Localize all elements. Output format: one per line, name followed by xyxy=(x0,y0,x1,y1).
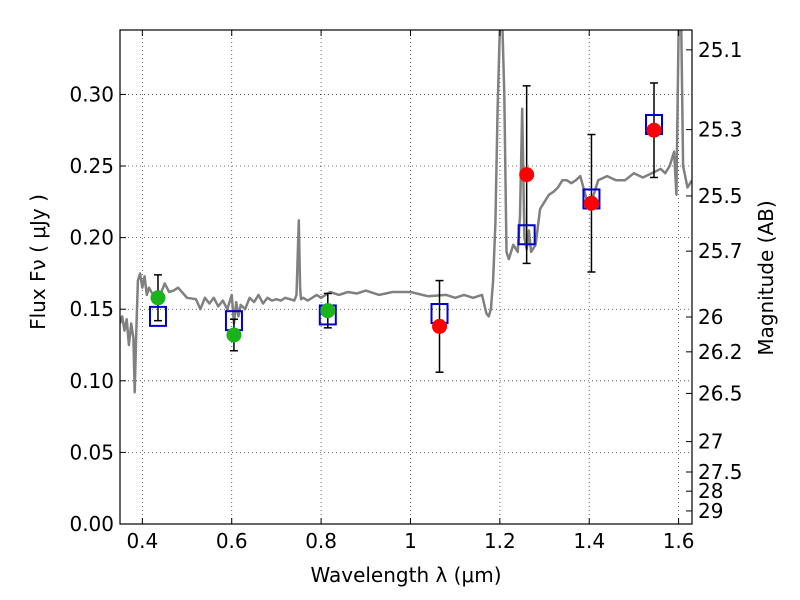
x-tick-label: 0.6 xyxy=(216,529,248,553)
magnitude-tick-label: 27 xyxy=(698,430,723,454)
circle-marker xyxy=(320,303,336,319)
circle-marker xyxy=(519,167,535,183)
magnitude-tick-label: 25.3 xyxy=(698,118,743,142)
right-axis-label: Magnitude (AB) xyxy=(754,200,778,355)
y-tick-label: 0.30 xyxy=(69,82,114,106)
marker-layer xyxy=(148,114,664,343)
square-marker xyxy=(148,305,167,327)
x-axis-label: Wavelength λ (μm) xyxy=(310,563,501,587)
circle-marker xyxy=(150,290,166,306)
y-tick-label: 0.10 xyxy=(69,369,114,393)
errorbar-layer xyxy=(153,82,659,373)
plot-frame xyxy=(119,29,693,525)
magnitude-tick-label: 28 xyxy=(698,479,723,503)
x-tick-label: 1 xyxy=(404,529,417,553)
y-axis-label: Flux Fν ( μJy ) xyxy=(26,194,50,330)
magnitude-tick-label: 26.2 xyxy=(698,340,743,364)
grid-layer xyxy=(120,30,692,525)
magnitude-tick-label: 27.5 xyxy=(698,460,743,484)
magnitude-tick-label: 25.5 xyxy=(698,184,743,208)
template-spectrum-line xyxy=(120,30,692,394)
y-tick-label: 0.25 xyxy=(69,154,114,178)
x-tick-label: 0.4 xyxy=(126,529,158,553)
y-tick-label: 0.05 xyxy=(69,440,114,464)
magnitude-tick-label: 26 xyxy=(698,305,723,329)
circle-marker xyxy=(583,195,599,211)
x-tick-label: 1.4 xyxy=(573,529,605,553)
magnitude-tick-label: 26.5 xyxy=(698,381,743,405)
spectrum-layer xyxy=(120,30,692,394)
y-tick-label: 0.15 xyxy=(69,297,114,321)
circle-marker xyxy=(432,318,448,334)
magnitude-tick-label: 25.1 xyxy=(698,38,743,62)
square-marker xyxy=(517,224,536,246)
x-tick-label: 1.2 xyxy=(484,529,516,553)
x-tick-label: 0.8 xyxy=(305,529,337,553)
tick-layer: 0.4 0.6 0.8 1 1.2 1.4 1.6 0.00 0.05 0.10 0.15 0.20 0… xyxy=(69,30,743,553)
circle-marker xyxy=(646,122,662,138)
magnitude-tick-label: 29 xyxy=(698,499,723,523)
y-tick-label: 0.20 xyxy=(69,226,114,250)
circle-marker xyxy=(226,327,242,343)
x-tick-label: 1.6 xyxy=(663,529,695,553)
y-tick-label: 0.00 xyxy=(69,512,114,536)
magnitude-tick-label: 25.7 xyxy=(698,239,743,263)
